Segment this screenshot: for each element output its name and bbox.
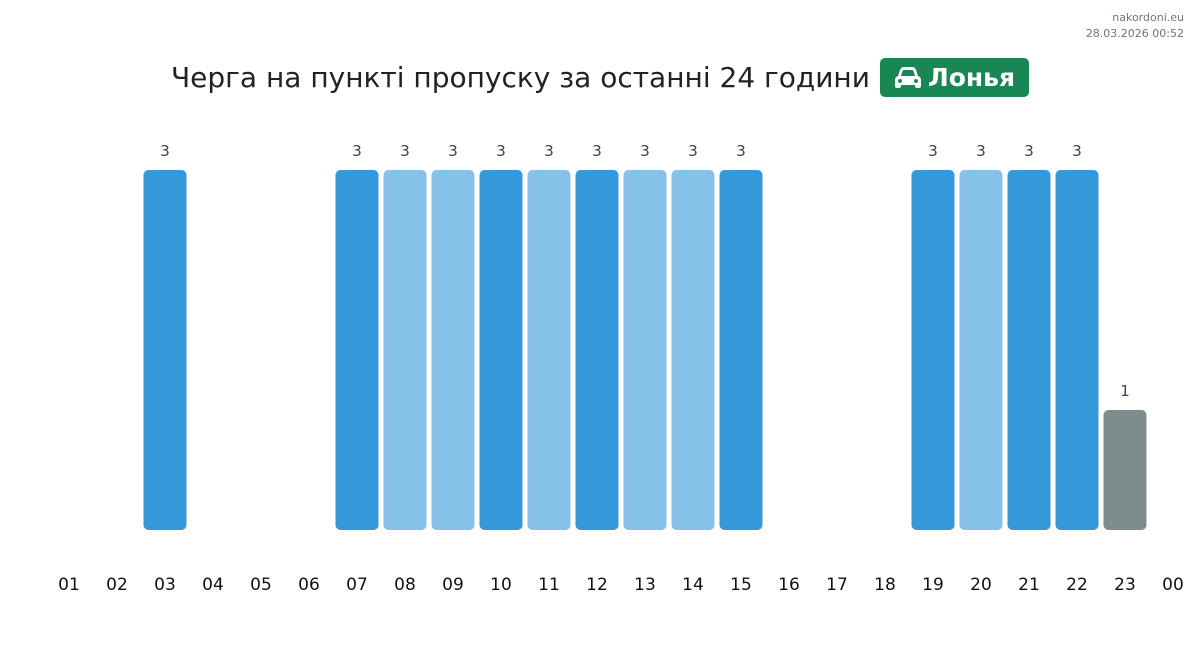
bar-11[interactable]: [527, 170, 571, 530]
x-tick-label: 00: [1162, 575, 1184, 595]
bar-20[interactable]: [959, 170, 1003, 530]
data-label: 3: [352, 142, 362, 160]
bar-08[interactable]: [383, 170, 427, 530]
x-tick-label: 10: [490, 575, 512, 595]
x-tick-label: 19: [922, 575, 944, 595]
data-label: 3: [400, 142, 410, 160]
car-icon: [894, 66, 921, 88]
data-label: 1: [1120, 382, 1130, 400]
bar-07[interactable]: [335, 170, 379, 530]
bar-03[interactable]: [143, 170, 187, 530]
x-tick-label: 07: [346, 575, 368, 595]
x-tick-label: 05: [250, 575, 272, 595]
x-tick-label: 09: [442, 575, 464, 595]
data-label: 3: [448, 142, 458, 160]
data-label: 3: [688, 142, 698, 160]
data-label: 3: [592, 142, 602, 160]
bar-19[interactable]: [911, 170, 955, 530]
bar-09[interactable]: [431, 170, 475, 530]
data-label: 3: [160, 142, 170, 160]
x-tick-label: 08: [394, 575, 416, 595]
data-label: 3: [976, 142, 986, 160]
x-tick-label: 06: [298, 575, 320, 595]
data-label: 3: [1024, 142, 1034, 160]
x-tick-label: 22: [1066, 575, 1088, 595]
site-name: nakordoni.eu: [1112, 11, 1184, 24]
bar-14[interactable]: [671, 170, 715, 530]
x-tick-label: 12: [586, 575, 608, 595]
checkpoint-name: Лонья: [927, 63, 1016, 92]
x-tick-label: 21: [1018, 575, 1040, 595]
x-tick-label: 17: [826, 575, 848, 595]
bar-10[interactable]: [479, 170, 523, 530]
data-label: 3: [928, 142, 938, 160]
x-tick-label: 23: [1114, 575, 1136, 595]
x-tick-label: 15: [730, 575, 752, 595]
bar-22[interactable]: [1055, 170, 1099, 530]
x-tick-label: 03: [154, 575, 176, 595]
bar-21[interactable]: [1007, 170, 1051, 530]
x-tick-label: 14: [682, 575, 704, 595]
bar-13[interactable]: [623, 170, 667, 530]
title-text: Черга на пункті пропуску за останні 24 г…: [170, 61, 870, 94]
x-tick-label: 01: [58, 575, 80, 595]
bar-23[interactable]: [1103, 410, 1147, 530]
data-label: 3: [1072, 142, 1082, 160]
x-tick-label: 04: [202, 575, 224, 595]
bar-12[interactable]: [575, 170, 619, 530]
data-label: 3: [640, 142, 650, 160]
data-label: 3: [544, 142, 554, 160]
x-tick-label: 20: [970, 575, 992, 595]
x-tick-label: 02: [106, 575, 128, 595]
data-label: 3: [496, 142, 506, 160]
site-info: nakordoni.eu 28.03.2026 00:52: [1086, 10, 1184, 42]
x-tick-label: 11: [538, 575, 560, 595]
bar-15[interactable]: [719, 170, 763, 530]
chart-title: Черга на пункті пропуску за останні 24 г…: [0, 58, 1200, 97]
x-tick-label: 18: [874, 575, 896, 595]
checkpoint-badge[interactable]: Лонья: [879, 58, 1030, 97]
data-label: 3: [736, 142, 746, 160]
timestamp: 28.03.2026 00:52: [1085, 27, 1184, 40]
x-tick-label: 16: [778, 575, 800, 595]
x-tick-label: 13: [634, 575, 656, 595]
